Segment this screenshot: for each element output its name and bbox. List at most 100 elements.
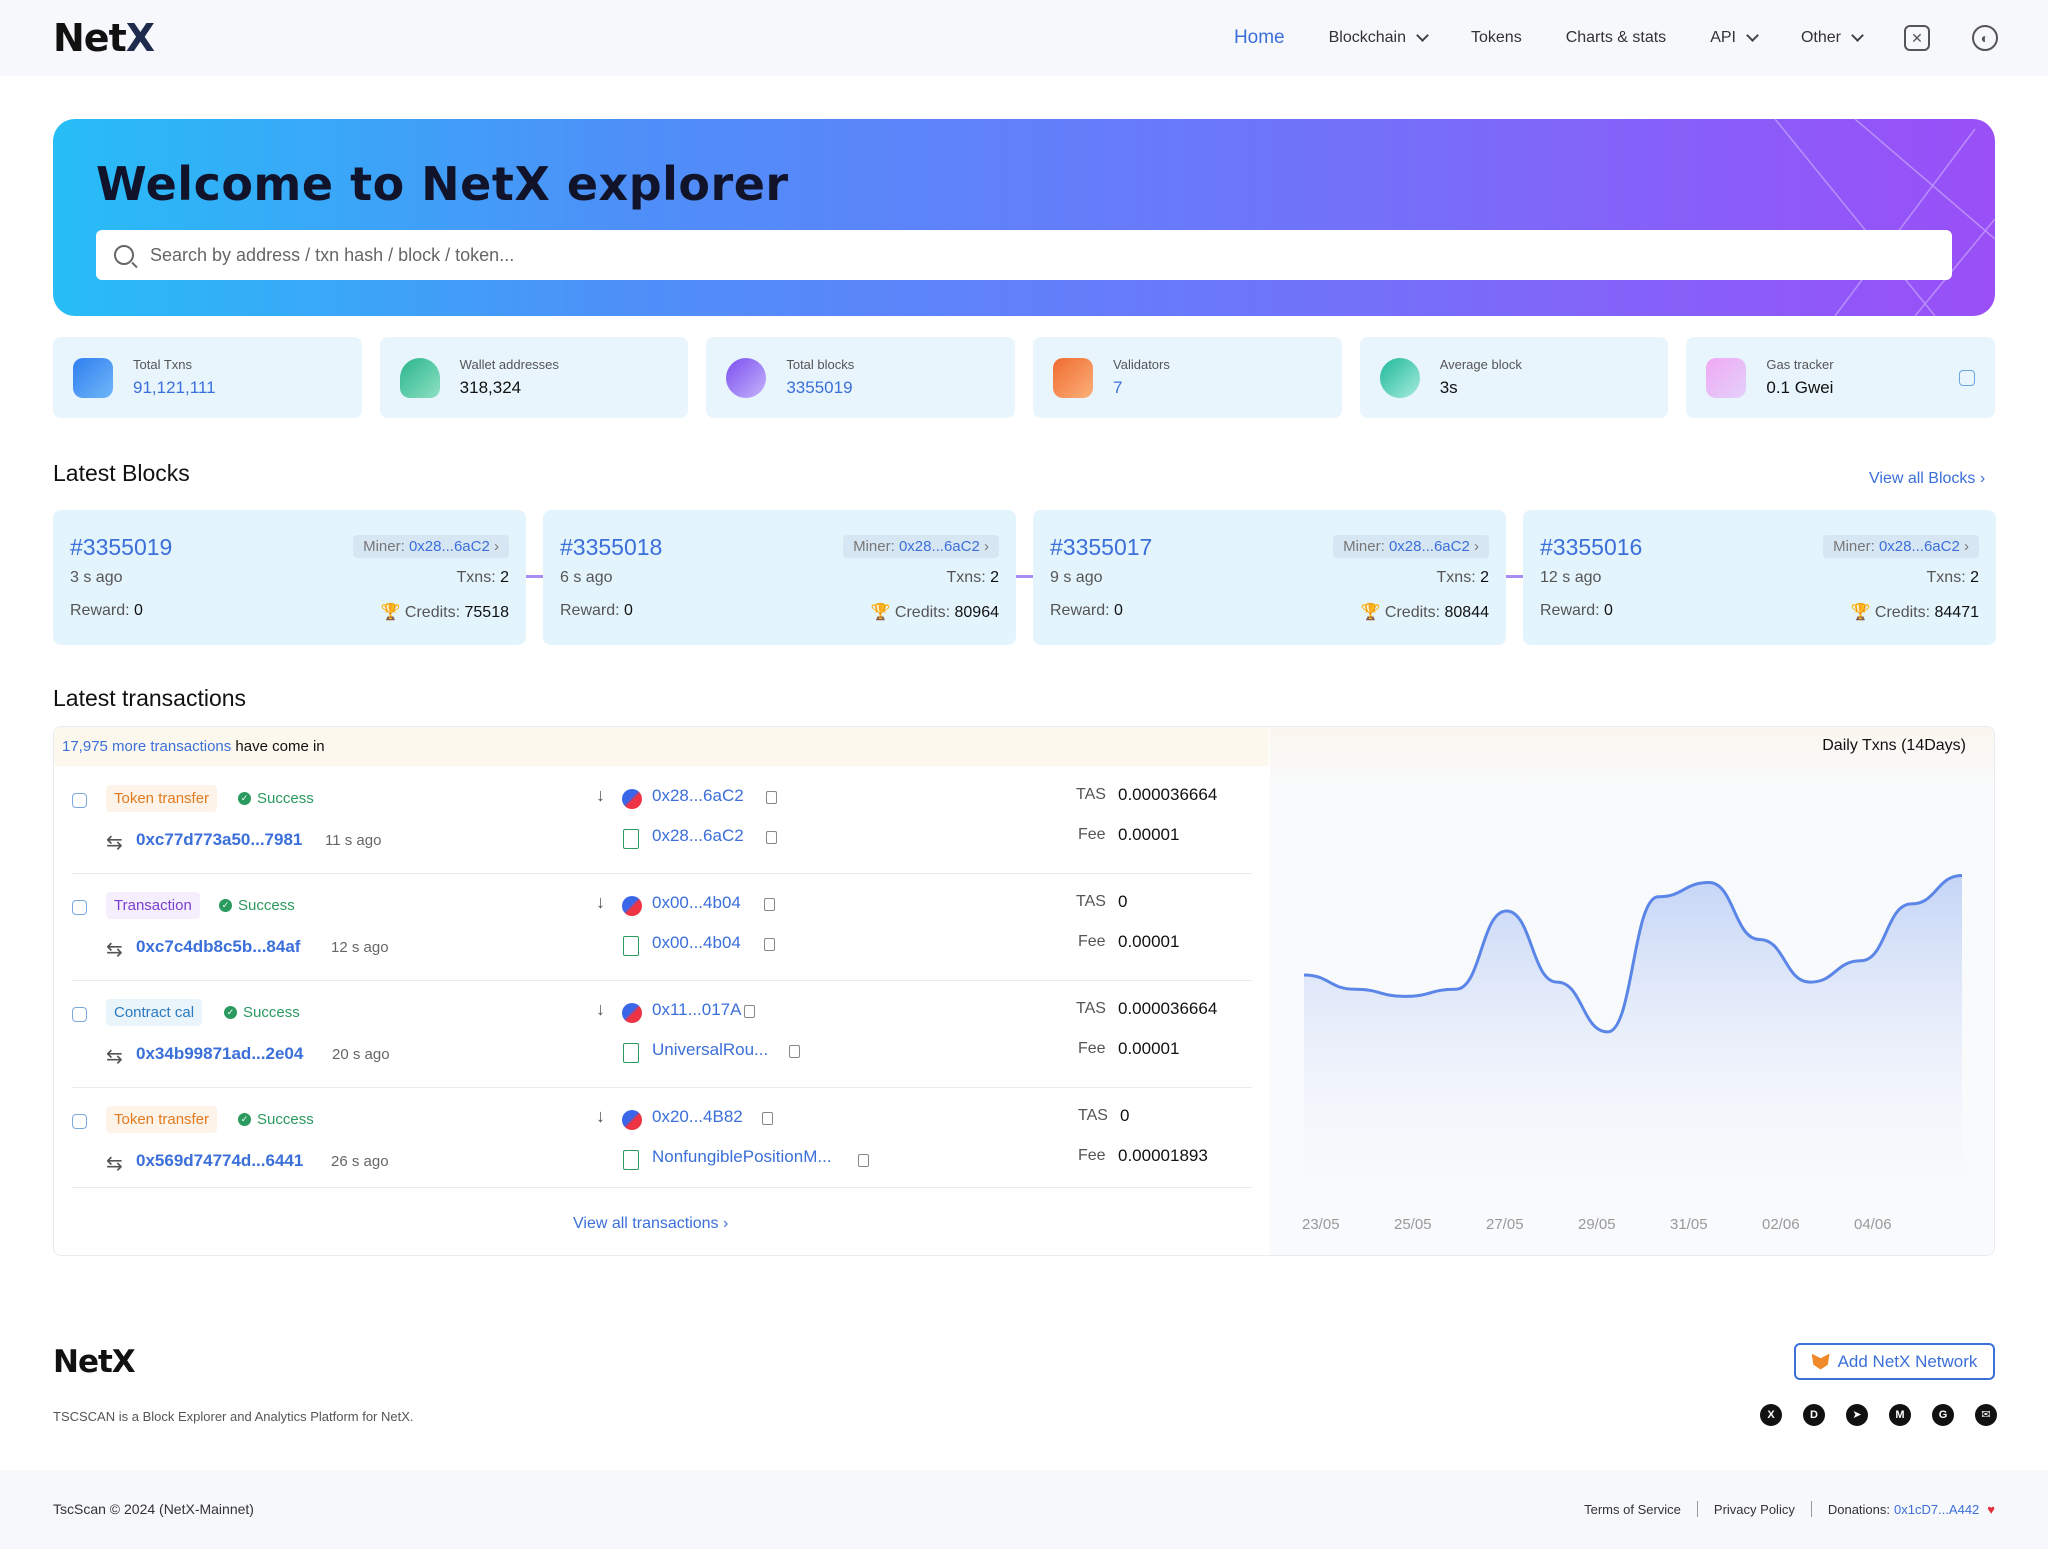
more-transactions-link[interactable]: 17,975 more transactions (62, 738, 232, 755)
stat-label: Wallet addresses (459, 357, 559, 372)
email-icon[interactable]: ✉ (1975, 1404, 1997, 1426)
fee-amount: 0.00001893 (1118, 1146, 1208, 1165)
nav-other[interactable]: Other (1801, 29, 1864, 47)
nav-home[interactable]: Home (1234, 27, 1285, 49)
copy-icon[interactable] (766, 791, 777, 804)
block-number[interactable]: #3355016 (1540, 534, 1643, 560)
block-txns: Txns: 2 (1927, 569, 1979, 587)
view-all-transactions-link[interactable]: View all transactions › (573, 1215, 728, 1233)
copy-icon[interactable] (858, 1154, 869, 1167)
credits-label: Credits: (1384, 604, 1441, 621)
miner-badge[interactable]: Miner: 0x28...6aC2 › (1823, 535, 1979, 558)
palette-icon[interactable]: ◐ (1972, 25, 1998, 51)
chevron-down-icon (1416, 29, 1429, 42)
tx-checkbox[interactable] (72, 793, 87, 808)
nav-tokens[interactable]: Tokens (1471, 29, 1522, 47)
info-icon[interactable] (1959, 370, 1976, 386)
reward-label: Reward: (70, 602, 130, 619)
credits-label: Credits: (1874, 604, 1931, 621)
address-avatar-icon (622, 1110, 642, 1130)
x-twitter-icon[interactable]: X (1760, 1404, 1782, 1426)
nav-api[interactable]: API (1710, 29, 1759, 47)
discord-icon[interactable]: D (1803, 1404, 1825, 1426)
transaction-row[interactable]: Transaction ✓ Success ⇆ 0xc7c4db8c5b...84… (72, 874, 1252, 981)
terms-link[interactable]: Terms of Service (1584, 1501, 1681, 1517)
check-circle-icon: ✓ (224, 1006, 237, 1019)
miner-badge[interactable]: Miner: 0x28...6aC2 › (843, 535, 999, 558)
block-credits: 🏆 Credits: 84471 (1851, 602, 1979, 622)
miner-address: 0x28...6aC2 (898, 538, 980, 555)
from-address-link[interactable]: 0x20...4B82 (652, 1107, 743, 1126)
from-address-link[interactable]: 0x00...4b04 (652, 893, 741, 912)
contract-doc-icon (623, 829, 639, 849)
metamask-fox-icon (1811, 1353, 1830, 1370)
transaction-row[interactable]: Contract cal ✓ Success ⇆ 0x34b99871ad...2… (72, 981, 1252, 1088)
social-links: X D ➤ M G ✉ (1760, 1404, 1997, 1426)
add-network-label: Add NetX Network (1837, 1351, 1978, 1371)
tx-checkbox[interactable] (72, 900, 87, 915)
miner-badge[interactable]: Miner: 0x28...6aC2 › (353, 535, 509, 558)
privacy-link[interactable]: Privacy Policy (1713, 1501, 1795, 1517)
block-age: 12 s ago (1540, 569, 1602, 586)
validators-icon (1053, 357, 1094, 398)
block-number[interactable]: #3355019 (70, 534, 173, 560)
txns-icon (73, 357, 113, 398)
to-address-link[interactable]: UniversalRou... (652, 1040, 769, 1059)
to-address-link[interactable]: NonfungiblePositionM... (652, 1147, 832, 1166)
block-card[interactable]: #3355018 Miner: 0x28...6aC2 › 6 s ago Tx… (543, 510, 1016, 645)
stat-value: 318,324 (459, 378, 522, 397)
from-address-link[interactable]: 0x28...6aC2 (652, 786, 744, 805)
transaction-row[interactable]: Token transfer ✓ Success ⇆ 0x569d74774d..… (72, 1088, 1252, 1188)
medium-icon[interactable]: M (1889, 1404, 1911, 1426)
value-label: TAS (1076, 786, 1106, 803)
block-number[interactable]: #3355017 (1050, 534, 1153, 560)
block-card[interactable]: #3355019 Miner: 0x28...6aC2 › 3 s ago Tx… (53, 510, 526, 645)
netx-logo[interactable]: NetX (53, 16, 155, 60)
copy-icon[interactable] (764, 898, 775, 911)
search-input[interactable] (150, 244, 1850, 266)
copy-icon[interactable] (766, 831, 777, 844)
view-all-blocks-link[interactable]: View all Blocks › (1869, 470, 1985, 488)
copy-icon[interactable] (762, 1112, 773, 1125)
search-bar[interactable] (96, 230, 1952, 280)
to-address-link[interactable]: 0x28...6aC2 (652, 826, 744, 845)
github-icon[interactable]: G (1932, 1404, 1954, 1426)
nav-blockchain[interactable]: Blockchain (1329, 29, 1429, 47)
stat-label: Total blocks (786, 357, 855, 372)
nav-charts-stats[interactable]: Charts & stats (1566, 29, 1666, 47)
block-card[interactable]: #3355017 Miner: 0x28...6aC2 › 9 s ago Tx… (1033, 510, 1506, 645)
stats-row: Total Txns 91,121,111 Wallet addresses 318… (53, 337, 1996, 418)
chevron-right-icon: › (1474, 538, 1479, 555)
credits-value: 75518 (464, 604, 510, 621)
check-circle-icon: ✓ (238, 792, 251, 805)
copy-icon[interactable] (744, 1005, 755, 1018)
tx-hash-link[interactable]: 0xc7c4db8c5b...84af (136, 937, 301, 956)
block-card[interactable]: #3355016 Miner: 0x28...6aC2 › 12 s ago T… (1523, 510, 1996, 645)
footer-logo[interactable]: NetX (53, 1344, 136, 1380)
tx-hash-link[interactable]: 0x569d74774d...6441 (136, 1151, 304, 1170)
transaction-row[interactable]: Token transfer ✓ Success ⇆ 0xc77d773a50..… (72, 767, 1252, 874)
add-network-button[interactable]: Add NetX Network (1794, 1343, 1995, 1380)
txns-value: 2 (500, 569, 509, 586)
tx-hash-link[interactable]: 0xc77d773a50...7981 (136, 830, 303, 849)
copy-icon[interactable] (789, 1045, 800, 1058)
reward-value: 0 (1114, 602, 1123, 619)
donations-address-link[interactable]: 0x1cD7...A442 (1894, 1501, 1980, 1517)
network-hex-icon[interactable]: ✕ (1904, 25, 1930, 51)
copy-icon[interactable] (764, 938, 775, 951)
stat-label: Validators (1113, 357, 1170, 372)
tx-hash-link[interactable]: 0x34b99871ad...2e04 (136, 1044, 304, 1063)
view-all-blocks-label: View all Blocks (1869, 470, 1976, 487)
miner-badge[interactable]: Miner: 0x28...6aC2 › (1333, 535, 1489, 558)
to-address-link[interactable]: 0x00...4b04 (652, 933, 741, 952)
logo-text: Net (53, 16, 127, 60)
gas-icon (1706, 357, 1747, 398)
x-tick-label: 04/06 (1854, 1216, 1892, 1233)
x-tick-label: 25/05 (1394, 1216, 1432, 1233)
telegram-icon[interactable]: ➤ (1846, 1404, 1868, 1426)
tx-checkbox[interactable] (72, 1114, 87, 1129)
block-number[interactable]: #3355018 (560, 534, 663, 560)
from-address-link[interactable]: 0x11...017A (652, 1000, 742, 1019)
block-age: 9 s ago (1050, 569, 1103, 586)
tx-checkbox[interactable] (72, 1007, 87, 1022)
